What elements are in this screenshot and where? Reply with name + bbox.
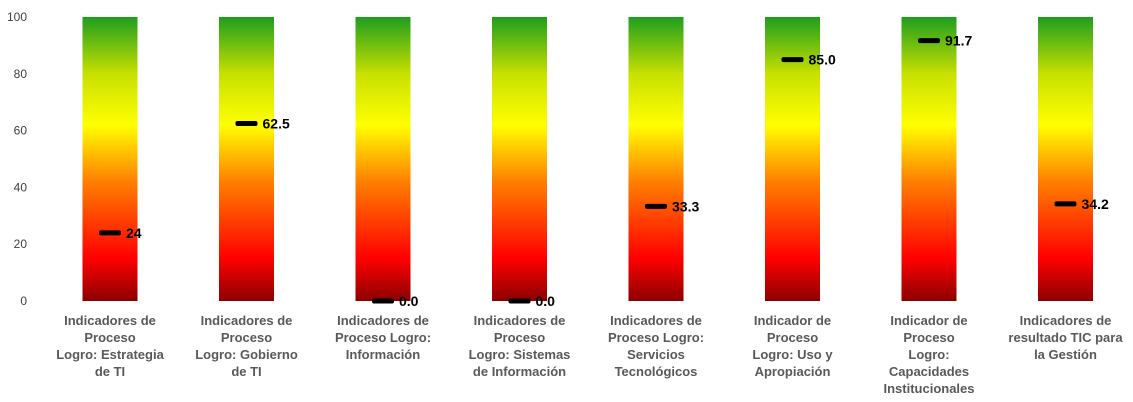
y-tick-label: 100 (7, 10, 27, 24)
y-tick-label: 20 (14, 237, 28, 251)
data-label: 85.0 (809, 52, 836, 68)
y-axis: 0 20 40 60 80 100 (7, 10, 27, 308)
category-label: Indicadores de (201, 313, 293, 328)
category-label: Proceso (767, 330, 818, 345)
category-label: de Información (473, 364, 566, 379)
y-tick-label: 0 (20, 294, 27, 308)
data-label: 24 (126, 225, 142, 241)
category-label: Logro: Uso y (752, 347, 833, 362)
category-label: Proceso Logro: (608, 330, 704, 345)
value-marker (918, 38, 940, 44)
data-label: 0.0 (536, 293, 556, 309)
marker-layer: 24 62.5 0.0 0.0 33.3 85.0 91.7 34.2 (99, 33, 1109, 309)
gauge-band (219, 17, 274, 301)
category-label: Proceso (84, 330, 135, 345)
gauge-band (492, 17, 547, 301)
category-label: Indicadores de (474, 313, 566, 328)
category-label: Logro: (908, 347, 949, 362)
category-label: Logro: Gobierno (195, 347, 298, 362)
category-label: Institucionales (883, 381, 974, 396)
value-marker (235, 121, 258, 126)
value-marker (372, 298, 394, 304)
category-label: Servicios (627, 347, 685, 362)
category-label: la Gestión (1034, 347, 1097, 362)
gauge-band (355, 17, 411, 301)
band-layer (82, 17, 1093, 301)
value-marker (508, 298, 531, 304)
category-label: Proceso (221, 330, 272, 345)
y-tick-label: 40 (14, 180, 28, 194)
category-label: Información (346, 347, 420, 362)
gauge-band (82, 17, 138, 301)
data-label: 62.5 (263, 116, 290, 132)
data-label: 33.3 (672, 198, 699, 214)
category-label: Indicador de (890, 313, 967, 328)
category-label: Indicadores de (64, 313, 156, 328)
category-label: Indicadores de (610, 313, 702, 328)
category-label: Indicadores de (1020, 313, 1112, 328)
data-label: 34.2 (1082, 196, 1109, 212)
value-marker (781, 57, 804, 63)
category-label: Logro: Sistemas (469, 347, 571, 362)
category-label: Proceso (903, 330, 954, 345)
value-marker (99, 230, 121, 236)
category-label: Capacidades (889, 364, 969, 379)
gauge-band (901, 17, 957, 301)
category-label: resultado TIC para (1008, 330, 1123, 345)
category-label: Logro: Estrategia (56, 347, 164, 362)
category-label: de TI (231, 364, 261, 379)
gauge-band (628, 17, 684, 301)
category-label: Indicadores de (337, 313, 429, 328)
gauge-band (1038, 17, 1093, 301)
category-label: Apropiación (755, 364, 831, 379)
category-label: Proceso Logro: (335, 330, 431, 345)
data-label: 0.0 (399, 293, 419, 309)
y-tick-label: 80 (14, 67, 28, 81)
category-label: Indicador de (754, 313, 831, 328)
category-labels: Indicadores de Proceso Logro: Estrategia de… (56, 313, 1123, 396)
y-tick-label: 60 (14, 124, 28, 138)
gauge-band (765, 17, 820, 301)
value-marker (1054, 201, 1077, 207)
category-label: de TI (95, 364, 125, 379)
data-label: 91.7 (945, 33, 972, 49)
value-marker (645, 203, 667, 209)
category-label: Tecnológicos (615, 364, 698, 379)
category-label: Proceso (494, 330, 545, 345)
